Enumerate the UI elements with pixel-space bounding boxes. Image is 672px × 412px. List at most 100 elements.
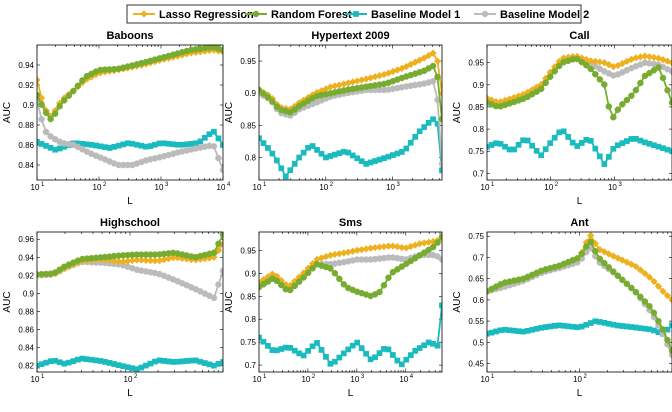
data-point <box>215 154 222 162</box>
y-tick-label: 0.7 <box>473 253 485 262</box>
data-point <box>273 103 281 110</box>
data-point <box>438 115 442 123</box>
y-tick-label: 0.75 <box>468 147 484 156</box>
data-point <box>219 232 223 238</box>
data-point <box>601 161 608 167</box>
data-point <box>265 343 271 349</box>
x-tick-label: 10 <box>253 375 262 384</box>
data-point <box>47 115 54 123</box>
data-point <box>429 49 437 57</box>
data-point <box>433 57 442 65</box>
y-tick-label: 0.94 <box>18 253 34 262</box>
data-point <box>210 143 218 150</box>
data-point <box>645 273 654 281</box>
plot-series <box>487 52 672 167</box>
data-point <box>300 274 307 281</box>
axes-box <box>36 44 224 181</box>
data-point <box>300 352 307 359</box>
data-point <box>219 267 223 275</box>
y-tick-label: 0.88 <box>18 121 34 130</box>
legend-marker <box>252 10 260 18</box>
data-point <box>385 346 392 353</box>
plot-series <box>487 232 672 359</box>
data-point <box>430 116 436 123</box>
data-point <box>403 145 410 152</box>
y-tick-label: 0.88 <box>18 307 34 316</box>
axes-box <box>486 44 672 181</box>
data-point <box>398 243 406 252</box>
x-tick-label: 10 <box>608 183 617 192</box>
data-point <box>637 293 644 301</box>
data-point <box>511 146 517 153</box>
data-point <box>38 116 45 123</box>
data-point <box>547 140 554 146</box>
x-axis-label: L <box>127 196 133 207</box>
data-point <box>259 334 262 341</box>
data-point <box>663 291 672 300</box>
y-tick-label: 0.9 <box>23 101 35 110</box>
data-point <box>412 134 419 140</box>
data-point <box>424 51 433 60</box>
data-point <box>403 356 410 363</box>
data-point <box>659 74 667 82</box>
data-point <box>358 345 365 352</box>
chart-panel: Highschool 0.82 0.84 0.86 0.88 0.9 0.92 0.94 0.9… <box>2 217 224 399</box>
data-point <box>669 148 672 155</box>
data-point <box>349 152 356 159</box>
data-point <box>349 342 356 349</box>
y-tick-label: 0.9 <box>23 289 35 298</box>
data-point <box>655 317 662 325</box>
data-point <box>668 99 672 106</box>
data-point <box>215 240 222 248</box>
data-point <box>668 59 672 67</box>
data-point <box>434 120 441 127</box>
y-tick-label: 0.55 <box>468 317 484 326</box>
data-point <box>587 65 595 73</box>
data-point <box>340 281 348 288</box>
legend-label: Random Forest <box>271 9 352 21</box>
data-point <box>574 143 581 149</box>
data-point <box>610 113 617 121</box>
y-tick-label: 0.9 <box>245 269 257 278</box>
data-point <box>601 81 608 88</box>
data-point <box>524 137 531 144</box>
y-tick-label: 0.8 <box>245 154 257 163</box>
data-point <box>385 274 392 281</box>
data-point <box>259 135 262 142</box>
data-point <box>551 68 558 75</box>
legend-label: Baseline Model 1 <box>371 9 460 21</box>
data-point <box>420 54 428 62</box>
legend-marker <box>140 10 148 18</box>
data-point <box>336 275 343 283</box>
data-point <box>70 87 77 95</box>
data-point <box>659 326 667 333</box>
data-point <box>394 357 401 364</box>
y-tick-label: 0.75 <box>468 232 484 241</box>
data-point <box>587 137 594 144</box>
data-point <box>407 352 414 358</box>
data-point <box>74 82 82 90</box>
legend: Lasso Regression Random Forest Baseline Mo… <box>126 4 589 24</box>
data-point <box>668 296 672 304</box>
data-point <box>304 269 312 277</box>
data-point <box>605 154 612 160</box>
data-point <box>278 281 285 289</box>
data-point <box>605 264 613 271</box>
data-point <box>438 233 442 240</box>
y-tick-label: 0.75 <box>240 338 256 347</box>
data-point <box>372 354 378 361</box>
x-tick-exponent: 4 <box>410 374 414 380</box>
x-tick-exponent: 2 <box>134 374 138 380</box>
chart-title: Sms <box>339 217 362 229</box>
data-point <box>354 339 361 346</box>
x-tick-exponent: 1 <box>263 374 267 380</box>
legend-item: Random Forest <box>245 9 352 21</box>
data-point <box>596 153 603 160</box>
data-point <box>538 152 544 159</box>
data-point <box>291 282 298 290</box>
data-point <box>215 135 222 142</box>
data-point <box>314 147 320 153</box>
data-point <box>376 288 383 296</box>
y-tick-label: 0.5 <box>473 338 485 347</box>
